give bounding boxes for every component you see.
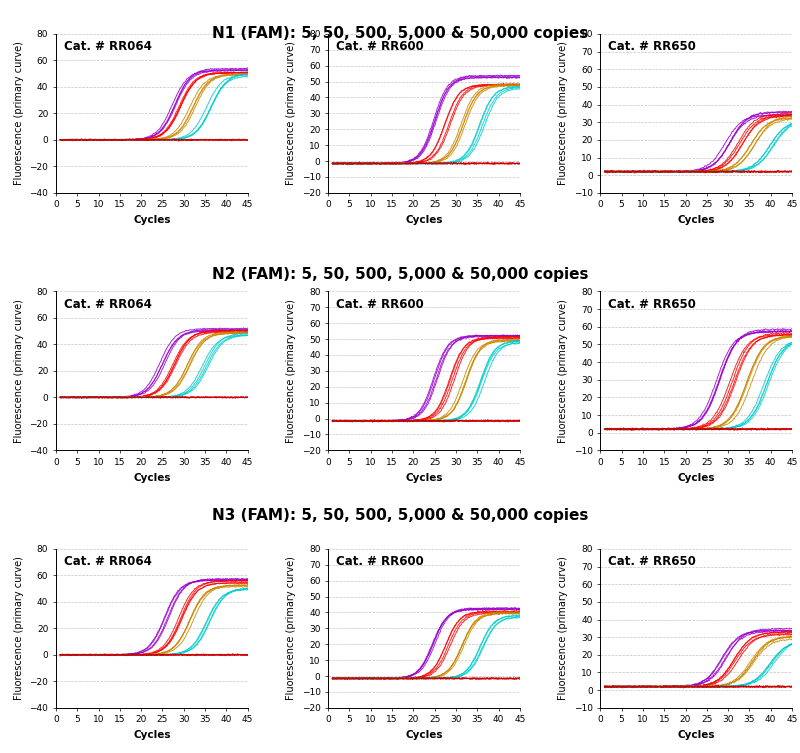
Y-axis label: Fluorescence (primary curve): Fluorescence (primary curve) (286, 299, 296, 443)
Text: Cat. # RR600: Cat. # RR600 (336, 297, 423, 311)
X-axis label: Cycles: Cycles (133, 473, 170, 483)
Text: Cat. # RR064: Cat. # RR064 (64, 297, 151, 311)
X-axis label: Cycles: Cycles (133, 215, 170, 225)
Text: Cat. # RR650: Cat. # RR650 (608, 40, 696, 53)
Text: Cat. # RR650: Cat. # RR650 (608, 297, 696, 311)
Y-axis label: Fluorescence (primary curve): Fluorescence (primary curve) (14, 556, 24, 700)
Text: Cat. # RR064: Cat. # RR064 (64, 40, 151, 53)
X-axis label: Cycles: Cycles (406, 215, 442, 225)
Y-axis label: Fluorescence (primary curve): Fluorescence (primary curve) (558, 41, 568, 185)
Y-axis label: Fluorescence (primary curve): Fluorescence (primary curve) (558, 299, 568, 443)
Y-axis label: Fluorescence (primary curve): Fluorescence (primary curve) (286, 41, 296, 185)
Y-axis label: Fluorescence (primary curve): Fluorescence (primary curve) (286, 556, 296, 700)
Text: Cat. # RR600: Cat. # RR600 (336, 555, 423, 569)
X-axis label: Cycles: Cycles (678, 473, 715, 483)
Text: N2 (FAM): 5, 50, 500, 5,000 & 50,000 copies: N2 (FAM): 5, 50, 500, 5,000 & 50,000 cop… (212, 267, 588, 282)
X-axis label: Cycles: Cycles (678, 730, 715, 740)
Text: Cat. # RR600: Cat. # RR600 (336, 40, 423, 53)
Text: N1 (FAM): 5, 50, 500, 5,000 & 50,000 copies: N1 (FAM): 5, 50, 500, 5,000 & 50,000 cop… (212, 26, 588, 41)
X-axis label: Cycles: Cycles (406, 730, 442, 740)
Y-axis label: Fluorescence (primary curve): Fluorescence (primary curve) (14, 299, 24, 443)
X-axis label: Cycles: Cycles (133, 730, 170, 740)
Text: Cat. # RR650: Cat. # RR650 (608, 555, 696, 569)
Y-axis label: Fluorescence (primary curve): Fluorescence (primary curve) (14, 41, 24, 185)
Text: Cat. # RR064: Cat. # RR064 (64, 555, 151, 569)
Y-axis label: Fluorescence (primary curve): Fluorescence (primary curve) (558, 556, 568, 700)
Text: N3 (FAM): 5, 50, 500, 5,000 & 50,000 copies: N3 (FAM): 5, 50, 500, 5,000 & 50,000 cop… (212, 508, 588, 523)
X-axis label: Cycles: Cycles (406, 473, 442, 483)
X-axis label: Cycles: Cycles (678, 215, 715, 225)
